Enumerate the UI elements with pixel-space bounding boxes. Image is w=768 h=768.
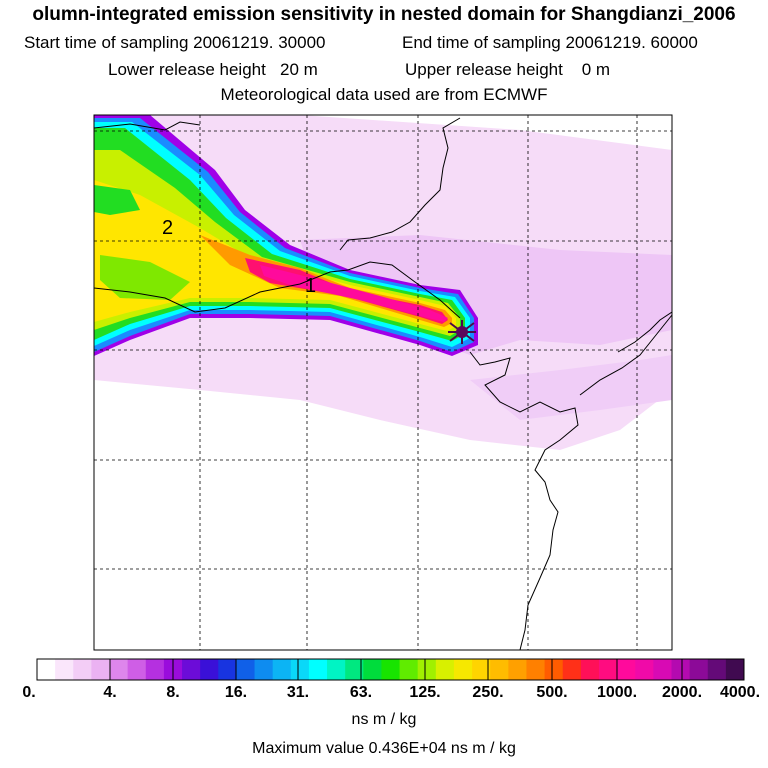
colorbar-swatch xyxy=(508,659,527,680)
colorbar-swatch xyxy=(580,659,600,680)
colorbar-swatch xyxy=(272,659,292,680)
colorbar-swatch xyxy=(417,659,437,680)
colorbar-swatch xyxy=(598,659,618,680)
colorbar-tick: 16. xyxy=(224,684,248,701)
colorbar-tick: 250. xyxy=(472,684,504,701)
colorbar-tick: 125. xyxy=(409,684,441,701)
colorbar-swatch xyxy=(689,659,709,680)
colorbar-units: ns m / kg xyxy=(351,711,417,728)
colorbar-tick: 0. xyxy=(22,684,36,701)
colorbar-swatch xyxy=(562,659,582,680)
colorbar-tick: 8. xyxy=(166,684,180,701)
colorbar xyxy=(37,659,745,680)
contour-label-1: 1 xyxy=(305,275,316,297)
end-time: End time of sampling 20061219. 60000 xyxy=(402,33,698,52)
colorbar-swatch xyxy=(526,659,546,680)
coastline-east xyxy=(469,351,579,650)
colorbar-tick: 4000. xyxy=(719,684,761,701)
plume-field xyxy=(94,115,672,450)
colorbar-swatch xyxy=(109,659,129,680)
colorbar-swatch xyxy=(127,659,147,680)
plume-green-patch-2 xyxy=(100,255,190,300)
maximum-value: Maximum value 0.436E+04 ns m / kg xyxy=(252,740,516,757)
colorbar-swatch xyxy=(725,659,745,680)
colorbar-swatch xyxy=(145,659,165,680)
border-line xyxy=(94,261,461,319)
coastline-island xyxy=(617,311,672,353)
colorbar-swatch xyxy=(345,659,364,680)
colorbar-swatch xyxy=(254,659,274,680)
upper-release-height: Upper release height 0 m xyxy=(405,60,611,79)
colorbar-swatch xyxy=(91,659,111,680)
coastline-north xyxy=(339,117,461,251)
colorbar-tick: 4. xyxy=(103,684,117,701)
colorbar-swatch xyxy=(308,659,328,680)
lat-lon-grid xyxy=(94,115,672,650)
colorbar-tick: 63. xyxy=(349,684,373,701)
colorbar-tick: 500. xyxy=(536,684,568,701)
colorbar-tick: 31. xyxy=(286,684,310,701)
colorbar-swatch xyxy=(635,659,654,680)
colorbar-tick: 1000. xyxy=(596,684,638,701)
receptor-core xyxy=(456,326,468,338)
colorbar-swatch xyxy=(617,659,636,680)
colorbar-swatch xyxy=(290,659,310,680)
colorbar-swatch xyxy=(435,659,455,680)
colorbar-swatch xyxy=(236,659,256,680)
coastlines xyxy=(94,117,672,650)
colorbar-swatch xyxy=(653,659,672,680)
colorbar-swatch xyxy=(707,659,727,680)
coastline-ne xyxy=(579,314,672,396)
met-data-note: Meteorological data used are from ECMWF xyxy=(220,85,548,104)
colorbar-swatch xyxy=(490,659,509,680)
plume-green-patch xyxy=(94,185,140,215)
colorbar-swatch xyxy=(327,659,346,680)
colorbar-swatch xyxy=(399,659,419,680)
colorbar-swatch xyxy=(472,659,491,680)
colorbar-swatch xyxy=(381,659,401,680)
lower-release-height: Lower release height 20 m xyxy=(108,60,318,79)
start-time: Start time of sampling 20061219. 30000 xyxy=(24,33,326,52)
contour-label-2: 2 xyxy=(162,217,173,239)
colorbar-tick: 2000. xyxy=(661,684,703,701)
colorbar-swatch xyxy=(182,659,201,680)
colorbar-swatch xyxy=(37,659,56,680)
colorbar-swatch xyxy=(544,659,564,680)
coastline-top xyxy=(94,121,201,131)
colorbar-swatch xyxy=(73,659,92,680)
colorbar-swatch xyxy=(218,659,237,680)
plume-faint-area-3 xyxy=(470,355,672,420)
colorbar-swatch xyxy=(671,659,691,680)
colorbar-swatch xyxy=(453,659,473,680)
colorbar-swatch xyxy=(363,659,382,680)
colorbar-swatch xyxy=(55,659,74,680)
colorbar-swatch xyxy=(200,659,219,680)
plot-title: olumn-integrated emission sensitivity in… xyxy=(32,4,736,25)
colorbar-frame xyxy=(36,658,745,681)
map-frame xyxy=(93,114,673,651)
